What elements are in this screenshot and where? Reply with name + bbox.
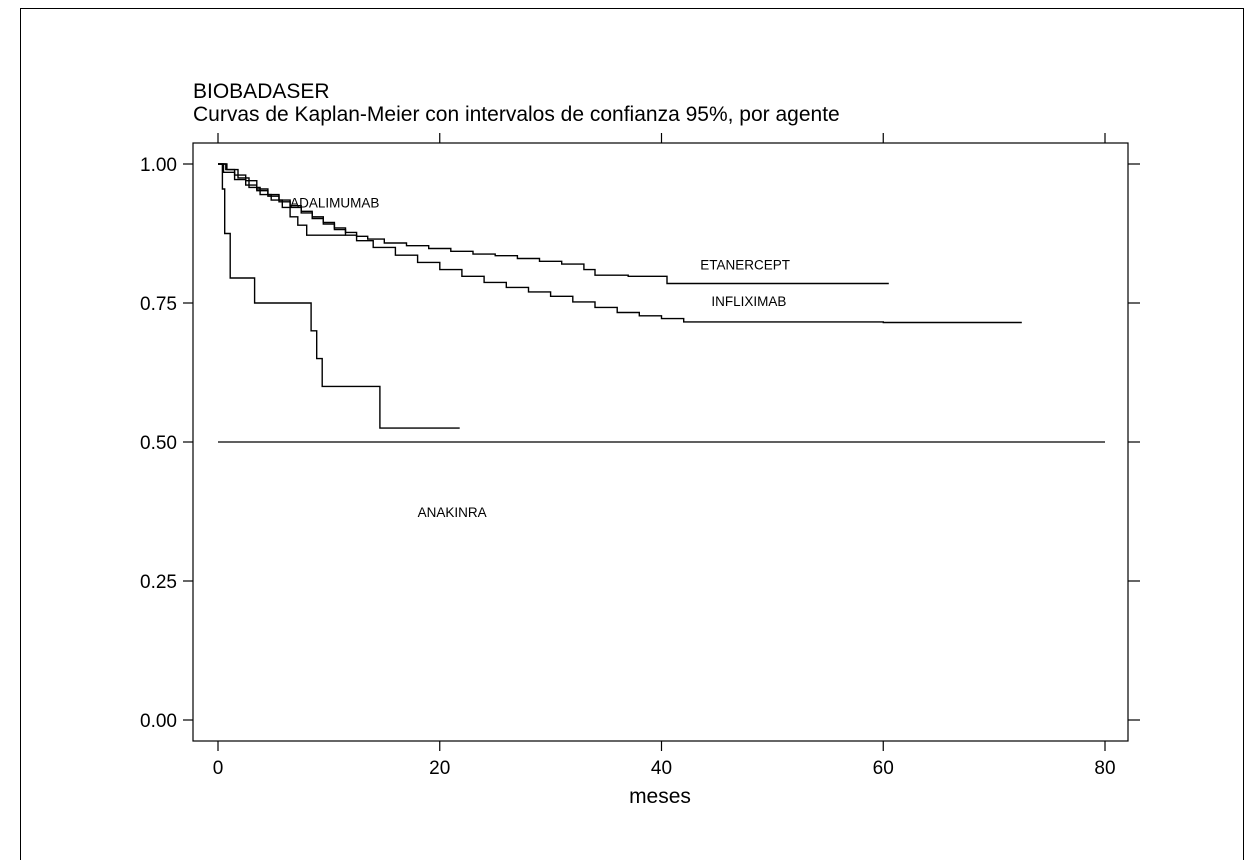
- y-tick-label: 0.75: [140, 294, 177, 315]
- series-line-infliximab: [218, 163, 1022, 324]
- series-label-anakinra: ANAKINRA: [418, 505, 487, 520]
- figure-frame: [20, 8, 1244, 860]
- x-tick-label: 40: [651, 758, 672, 779]
- axis-ticks: 0 20 40 60 80 0.00 0.25 0.50 0.75 1.00: [140, 133, 1140, 779]
- series-group: [218, 163, 1022, 429]
- y-tick-label: 0.25: [140, 572, 177, 593]
- y-tick-label: 0.50: [140, 433, 177, 454]
- series-label-infliximab: INFLIXIMAB: [711, 294, 786, 309]
- chart-subtitle: Curvas de Kaplan-Meier con intervalos de…: [193, 103, 840, 126]
- series-labels: ETANERCEPT INFLIXIMAB ADALIMUMAB ANAKINRA: [290, 195, 790, 520]
- series-line-etanercept: [218, 163, 889, 285]
- series-label-etanercept: ETANERCEPT: [700, 258, 790, 273]
- x-tick-label: 60: [873, 758, 894, 779]
- y-tick-label: 0.00: [140, 711, 177, 732]
- series-line-adalimumab: [218, 163, 346, 236]
- x-axis-label: meses: [629, 785, 691, 808]
- x-tick-label: 20: [429, 758, 450, 779]
- series-line-anakinra: [218, 163, 460, 429]
- y-tick-label: 1.00: [140, 155, 177, 176]
- x-tick-label: 0: [213, 758, 224, 779]
- x-tick-label: 80: [1094, 758, 1115, 779]
- chart-title: BIOBADASER: [193, 80, 330, 103]
- series-label-adalimumab: ADALIMUMAB: [290, 195, 379, 210]
